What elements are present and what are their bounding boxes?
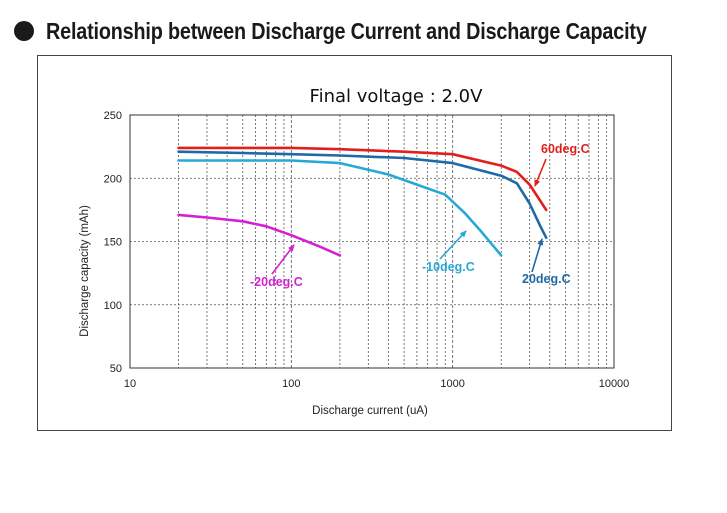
- series-label-10degc: -10deg.C: [422, 260, 475, 274]
- tick-labels: 10 100 1000 10000 50 100 150 200 250: [104, 110, 630, 390]
- plot-area: [129, 114, 615, 369]
- series-line-10degc: [177, 159, 503, 257]
- y-tick-label: 250: [104, 110, 122, 122]
- y-tick-label: 100: [104, 300, 122, 312]
- chart-frame: [37, 55, 672, 431]
- series-line-20degc: [177, 213, 342, 257]
- series-label-20degc: -20deg.C: [250, 275, 303, 289]
- x-axis-label: Discharge current (uA): [312, 405, 428, 417]
- y-tick-label: 50: [110, 363, 122, 375]
- series-label-20degc: 20deg.C: [522, 272, 571, 286]
- x-tick-label: 10: [124, 378, 136, 390]
- chart-heading: Relationship between Discharge Current a…: [14, 14, 727, 48]
- chart-title: Final voltage : 2.0V: [310, 86, 484, 107]
- bullet-icon: [14, 21, 34, 41]
- annotation-arrow-20degc: [271, 244, 295, 275]
- y-tick-label: 200: [104, 173, 122, 185]
- y-tick-label: 150: [104, 237, 122, 249]
- series-annotations: 60deg.C 20deg.C -10deg.C -20deg.C: [250, 142, 590, 289]
- y-axis-label: Discharge capacity (mAh): [79, 205, 91, 337]
- x-tick-label: 100: [282, 378, 300, 390]
- annotation-arrow-10degc: [439, 230, 467, 260]
- annotation-arrow-60degc: [534, 158, 547, 187]
- series-label-60degc: 60deg.C: [541, 142, 590, 156]
- annotation-arrow-20degc: [531, 238, 544, 273]
- series-line-60degc: [177, 146, 548, 212]
- grid-lines: [130, 115, 614, 368]
- x-tick-label: 10000: [599, 378, 630, 390]
- x-tick-label: 1000: [440, 378, 464, 390]
- series-lines: [177, 146, 548, 257]
- series-line-20degc: [177, 150, 548, 239]
- heading-title: Relationship between Discharge Current a…: [46, 17, 647, 44]
